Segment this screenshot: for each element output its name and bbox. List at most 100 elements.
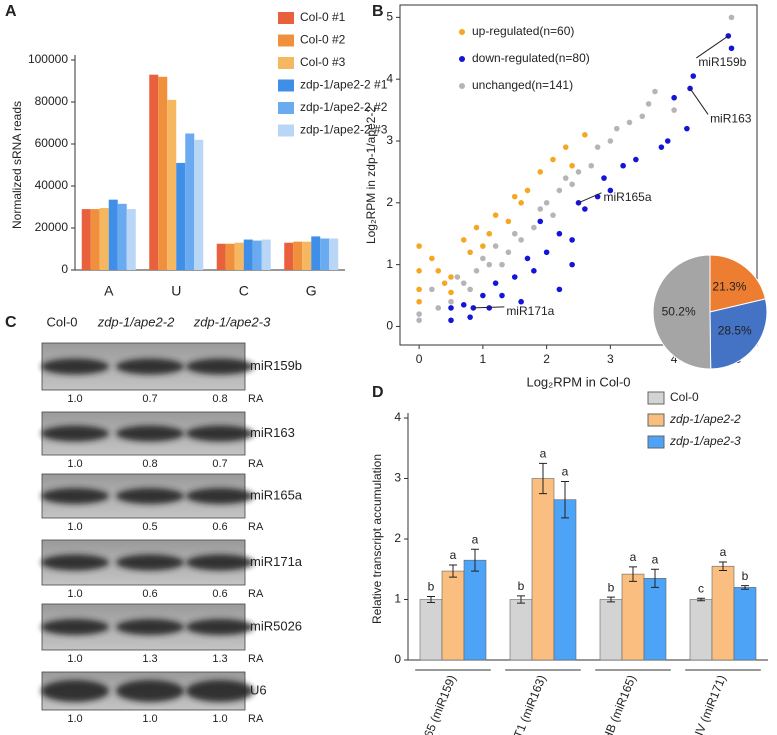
legend-swatch (647, 413, 665, 427)
x-tick-label: A (104, 283, 114, 299)
bar (284, 242, 294, 270)
bar (99, 208, 109, 270)
legend-swatch (278, 12, 294, 24)
blot (41, 671, 254, 711)
point (556, 230, 563, 237)
ra-value: 0.7 (142, 393, 157, 405)
point (588, 162, 595, 169)
ra-label: RA (248, 393, 264, 405)
ra-value: 1.0 (67, 458, 82, 470)
point (441, 280, 448, 286)
point (664, 138, 671, 144)
panel-label: B (372, 3, 384, 20)
legend-label: unchanged(n=141) (472, 78, 573, 92)
legend-label: zdp-1/ape2-3 (669, 434, 741, 448)
bar (733, 587, 757, 661)
pie-slice (652, 254, 712, 370)
ra-value: 1.0 (67, 588, 82, 600)
blot-label: miR165a (250, 487, 303, 502)
ra-label: RA (248, 653, 264, 665)
point (435, 268, 442, 274)
legend-swatch (278, 124, 294, 137)
error-bar (719, 561, 727, 571)
y-tick-label: 1 (394, 592, 401, 606)
point (543, 200, 550, 206)
error-bar (741, 585, 749, 590)
legend-label: zdp-1/ape2-2 #1 (300, 78, 388, 92)
point (645, 101, 652, 107)
bar (320, 238, 330, 270)
blot-band (41, 488, 109, 504)
blot-band (116, 554, 184, 571)
x-tick-label: MYB65 (miR159) (411, 673, 458, 735)
blot-band (186, 488, 254, 504)
legend-label: Col-0 #3 (300, 55, 346, 69)
ra-value: 1.0 (67, 713, 82, 725)
annotation-line (689, 88, 709, 115)
significance-letter: a (562, 465, 569, 479)
point (556, 187, 563, 194)
point (639, 113, 646, 120)
lane-header: zdp-1/ape2-2 (97, 314, 175, 329)
ra-value: 0.5 (142, 521, 157, 533)
x-tick-label: PHB (miR165) (597, 673, 639, 735)
point (467, 249, 473, 256)
point (480, 255, 486, 262)
point (613, 125, 620, 132)
point (594, 144, 601, 150)
error-bar (607, 596, 615, 603)
bar (243, 239, 253, 270)
x-tick-label: G (306, 283, 317, 299)
point (658, 144, 665, 150)
point (562, 175, 569, 181)
bar (234, 242, 244, 270)
x-tick-label: 0 (416, 352, 423, 366)
ra-value: 1.0 (67, 653, 82, 665)
bar (621, 573, 645, 661)
point (416, 311, 422, 317)
point (575, 169, 582, 175)
pie-slice (709, 298, 768, 370)
point (486, 230, 493, 237)
error-bar (651, 568, 659, 588)
error-bar (517, 595, 525, 604)
ra-value: 0.6 (212, 521, 227, 533)
blot-band (41, 425, 109, 442)
significance-letter: b (608, 580, 615, 594)
blot (41, 539, 254, 586)
point (607, 138, 614, 144)
y-tick-label: 5 (386, 10, 393, 24)
point (728, 14, 735, 21)
significance-letter: a (720, 545, 727, 559)
point (473, 224, 480, 231)
point (448, 298, 454, 305)
point (416, 298, 422, 305)
blot-band (116, 488, 184, 504)
pie-label: 50.2% (662, 304, 696, 318)
blot-label: miR171a (250, 554, 303, 569)
bar (599, 599, 623, 661)
x-tick-label: 2 (543, 352, 550, 366)
significance-letter: b (428, 580, 435, 594)
point (511, 193, 518, 200)
bar (252, 240, 262, 270)
bar (216, 243, 226, 270)
legend-marker (459, 56, 465, 62)
x-tick-label: U (171, 283, 181, 299)
point (543, 249, 550, 256)
ra-value: 1.0 (67, 393, 82, 405)
ra-value: 1.3 (212, 653, 227, 665)
bar (302, 241, 312, 270)
error-bar (449, 564, 457, 578)
pie-slice (709, 254, 767, 313)
panel-label: D (372, 384, 384, 401)
point (537, 218, 544, 225)
legend-swatch (278, 102, 294, 114)
ra-value: 1.0 (67, 521, 82, 533)
legend-label: Col-0 #1 (300, 10, 346, 24)
point (511, 230, 518, 237)
point (492, 280, 499, 286)
point (429, 255, 435, 262)
bar (261, 239, 271, 270)
legend-marker (459, 29, 465, 35)
